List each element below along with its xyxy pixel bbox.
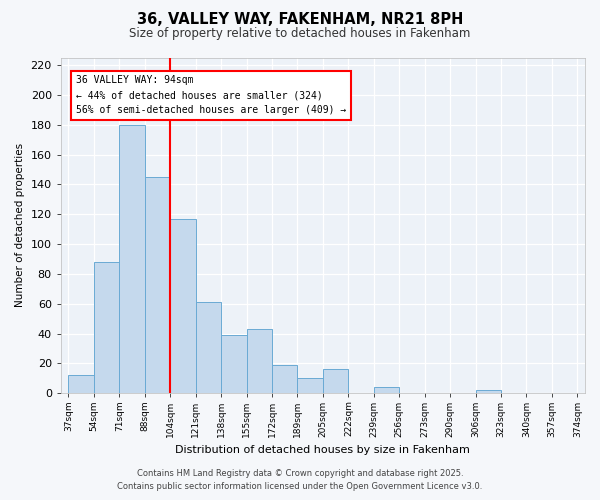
Bar bbox=[272, 365, 298, 394]
Bar bbox=[221, 335, 247, 394]
Bar bbox=[323, 370, 349, 394]
Bar bbox=[145, 177, 170, 394]
Bar bbox=[196, 302, 221, 394]
Bar bbox=[298, 378, 323, 394]
X-axis label: Distribution of detached houses by size in Fakenham: Distribution of detached houses by size … bbox=[175, 445, 470, 455]
Y-axis label: Number of detached properties: Number of detached properties bbox=[15, 144, 25, 308]
Text: Contains HM Land Registry data © Crown copyright and database right 2025.
Contai: Contains HM Land Registry data © Crown c… bbox=[118, 470, 482, 491]
Bar bbox=[94, 262, 119, 394]
Text: Size of property relative to detached houses in Fakenham: Size of property relative to detached ho… bbox=[130, 28, 470, 40]
Bar bbox=[476, 390, 501, 394]
Text: 36 VALLEY WAY: 94sqm
← 44% of detached houses are smaller (324)
56% of semi-deta: 36 VALLEY WAY: 94sqm ← 44% of detached h… bbox=[76, 76, 346, 115]
Bar bbox=[170, 218, 196, 394]
Bar bbox=[119, 124, 145, 394]
Bar bbox=[68, 376, 94, 394]
Bar bbox=[247, 329, 272, 394]
Bar bbox=[374, 388, 399, 394]
Text: 36, VALLEY WAY, FAKENHAM, NR21 8PH: 36, VALLEY WAY, FAKENHAM, NR21 8PH bbox=[137, 12, 463, 28]
